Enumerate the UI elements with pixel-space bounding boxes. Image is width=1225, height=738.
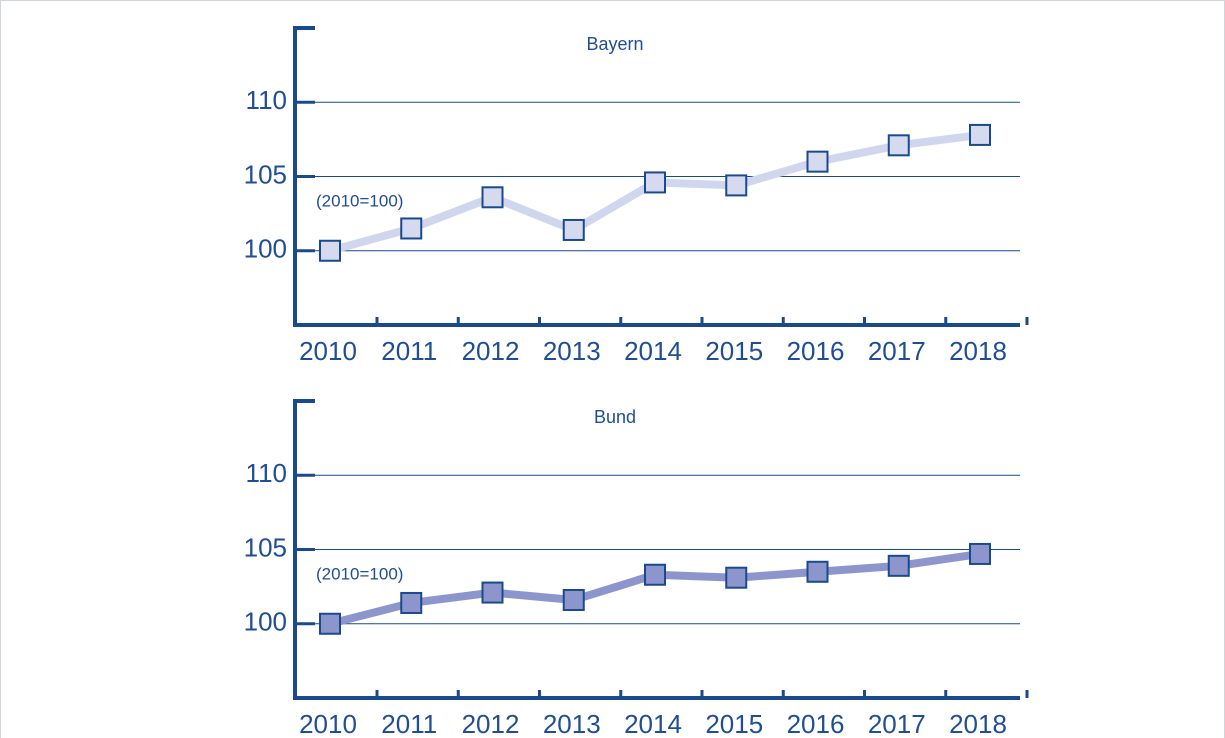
x-tick-label: 2012	[462, 336, 520, 366]
x-tick-label: 2011	[381, 709, 437, 738]
marker	[887, 134, 910, 157]
x-tick-label: 2018	[949, 336, 1007, 366]
chart-title: Bayern	[586, 34, 643, 54]
x-tick-label: 2011	[381, 336, 437, 366]
x-tick-label: 2015	[705, 336, 763, 366]
axis	[293, 26, 1020, 327]
x-tick-label: 2014	[624, 336, 682, 366]
marker	[644, 563, 666, 586]
marker	[725, 174, 748, 197]
marker	[806, 150, 829, 173]
annotation: (2010=100)	[316, 191, 403, 210]
y-tick-label: 105	[244, 159, 287, 189]
marker	[562, 588, 585, 611]
axis	[293, 399, 1020, 700]
x-tick-label: 2017	[868, 336, 926, 366]
y-tick-label: 100	[244, 234, 287, 264]
marker	[725, 566, 748, 589]
marker	[562, 218, 585, 241]
x-tick-label: 2010	[299, 336, 357, 366]
marker	[481, 186, 504, 209]
x-tick-label: 2018	[949, 709, 1007, 738]
marker	[644, 171, 666, 194]
marker	[481, 581, 504, 604]
x-tick-label: 2013	[543, 336, 601, 366]
marker	[400, 217, 423, 240]
marker	[319, 239, 341, 262]
y-tick-label: 100	[244, 607, 287, 637]
x-tick-label: 2013	[543, 709, 601, 738]
marker	[887, 554, 910, 577]
marker	[400, 591, 423, 614]
x-tick-label: 2012	[462, 709, 520, 738]
marker	[969, 123, 991, 146]
y-tick-label: 105	[244, 532, 287, 562]
x-tick-label: 2016	[787, 336, 845, 366]
x-tick-label: 2014	[624, 709, 682, 738]
marker	[319, 612, 341, 635]
chart-title: Bund	[594, 407, 636, 427]
annotation: (2010=100)	[316, 564, 403, 583]
x-tick-label: 2017	[868, 709, 926, 738]
x-tick-label: 2016	[787, 709, 845, 738]
marker	[969, 542, 991, 565]
x-tick-label: 2010	[299, 709, 357, 738]
y-tick-label: 110	[246, 85, 287, 115]
marker	[806, 560, 829, 583]
y-tick-label: 110	[246, 458, 287, 488]
x-tick-label: 2015	[705, 709, 763, 738]
